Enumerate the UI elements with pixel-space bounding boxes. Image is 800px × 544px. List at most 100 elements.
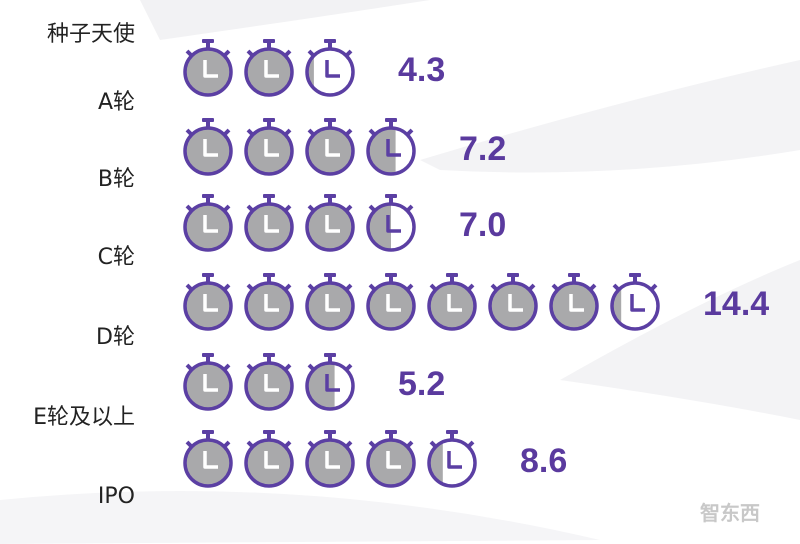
knob	[263, 118, 275, 122]
dial-ring	[244, 126, 294, 176]
knob	[324, 39, 336, 43]
hand	[264, 294, 279, 312]
dial-fill	[246, 283, 292, 329]
dial-fill	[551, 283, 597, 329]
knob	[324, 353, 336, 357]
knob	[202, 430, 214, 434]
dial-ring	[366, 126, 416, 176]
dial-ring	[244, 47, 294, 97]
dial-ring	[549, 281, 599, 331]
dial-ring	[183, 47, 233, 97]
knob	[202, 39, 214, 43]
hand	[325, 294, 340, 312]
knob	[507, 273, 519, 277]
dial-fill	[246, 440, 292, 486]
dial-ring	[305, 438, 355, 488]
hand	[386, 215, 401, 233]
dial-ring	[244, 438, 294, 488]
dial-fill	[368, 440, 414, 486]
hand	[325, 451, 340, 469]
dial-fill	[246, 128, 292, 174]
stage-label: B轮	[98, 167, 135, 192]
dial-ring	[366, 202, 416, 252]
hand	[447, 451, 462, 469]
value-label: 14.4	[703, 285, 769, 323]
knob	[324, 194, 336, 198]
icon-row	[183, 194, 416, 252]
hand	[203, 139, 218, 157]
dial-ring	[244, 202, 294, 252]
hand	[325, 60, 340, 78]
dial-ring	[305, 361, 355, 411]
hand	[447, 294, 462, 312]
icon-row	[183, 39, 355, 97]
knob	[263, 39, 275, 43]
stage-label: C轮	[98, 245, 135, 270]
hand	[264, 139, 279, 157]
dial-fill	[368, 283, 414, 329]
stage-label: 种子天使	[47, 22, 135, 47]
knob	[324, 118, 336, 122]
hand	[264, 215, 279, 233]
knob	[385, 118, 397, 122]
dial-ring	[366, 438, 416, 488]
dial-fill	[368, 204, 391, 250]
hand	[630, 294, 645, 312]
dial-fill	[246, 363, 292, 409]
knob	[263, 430, 275, 434]
icon-row	[183, 118, 416, 176]
dial-ring	[305, 281, 355, 331]
hand	[386, 139, 401, 157]
hand	[264, 374, 279, 392]
hand	[569, 294, 584, 312]
stage-label: D轮	[96, 325, 135, 350]
dial-fill	[185, 283, 231, 329]
dial-fill	[185, 440, 231, 486]
knob	[385, 273, 397, 277]
dial-fill	[246, 49, 292, 95]
dial	[612, 283, 658, 329]
hand	[203, 294, 218, 312]
dial-fill	[185, 128, 231, 174]
dial-ring	[305, 126, 355, 176]
value-label: 4.3	[398, 51, 445, 89]
knob	[202, 273, 214, 277]
knob	[324, 430, 336, 434]
value-label: 7.2	[459, 130, 506, 168]
dial-fill	[307, 204, 353, 250]
knob	[263, 353, 275, 357]
hand	[325, 374, 340, 392]
hand	[203, 451, 218, 469]
dial-fill	[307, 440, 353, 486]
knob	[263, 194, 275, 198]
dial-ring	[183, 126, 233, 176]
dial-ring	[244, 281, 294, 331]
dial-ring	[427, 438, 477, 488]
dial-ring	[366, 281, 416, 331]
hand	[325, 215, 340, 233]
knob	[202, 194, 214, 198]
value-label: 7.0	[459, 206, 506, 244]
value-label: 8.6	[520, 442, 567, 480]
dial-ring	[183, 281, 233, 331]
dial-fill	[185, 49, 231, 95]
dial-ring	[244, 361, 294, 411]
hand	[325, 139, 340, 157]
stage-label: IPO	[98, 484, 135, 509]
knob	[568, 273, 580, 277]
knob	[446, 273, 458, 277]
icon-row	[183, 430, 477, 488]
hand	[203, 60, 218, 78]
hand	[264, 60, 279, 78]
knob	[263, 273, 275, 277]
hand	[203, 374, 218, 392]
dial-fill	[185, 363, 231, 409]
dial-fill	[307, 283, 353, 329]
knob	[202, 118, 214, 122]
knob	[324, 273, 336, 277]
hand	[386, 451, 401, 469]
knob	[202, 353, 214, 357]
stage-label: A轮	[98, 90, 135, 115]
